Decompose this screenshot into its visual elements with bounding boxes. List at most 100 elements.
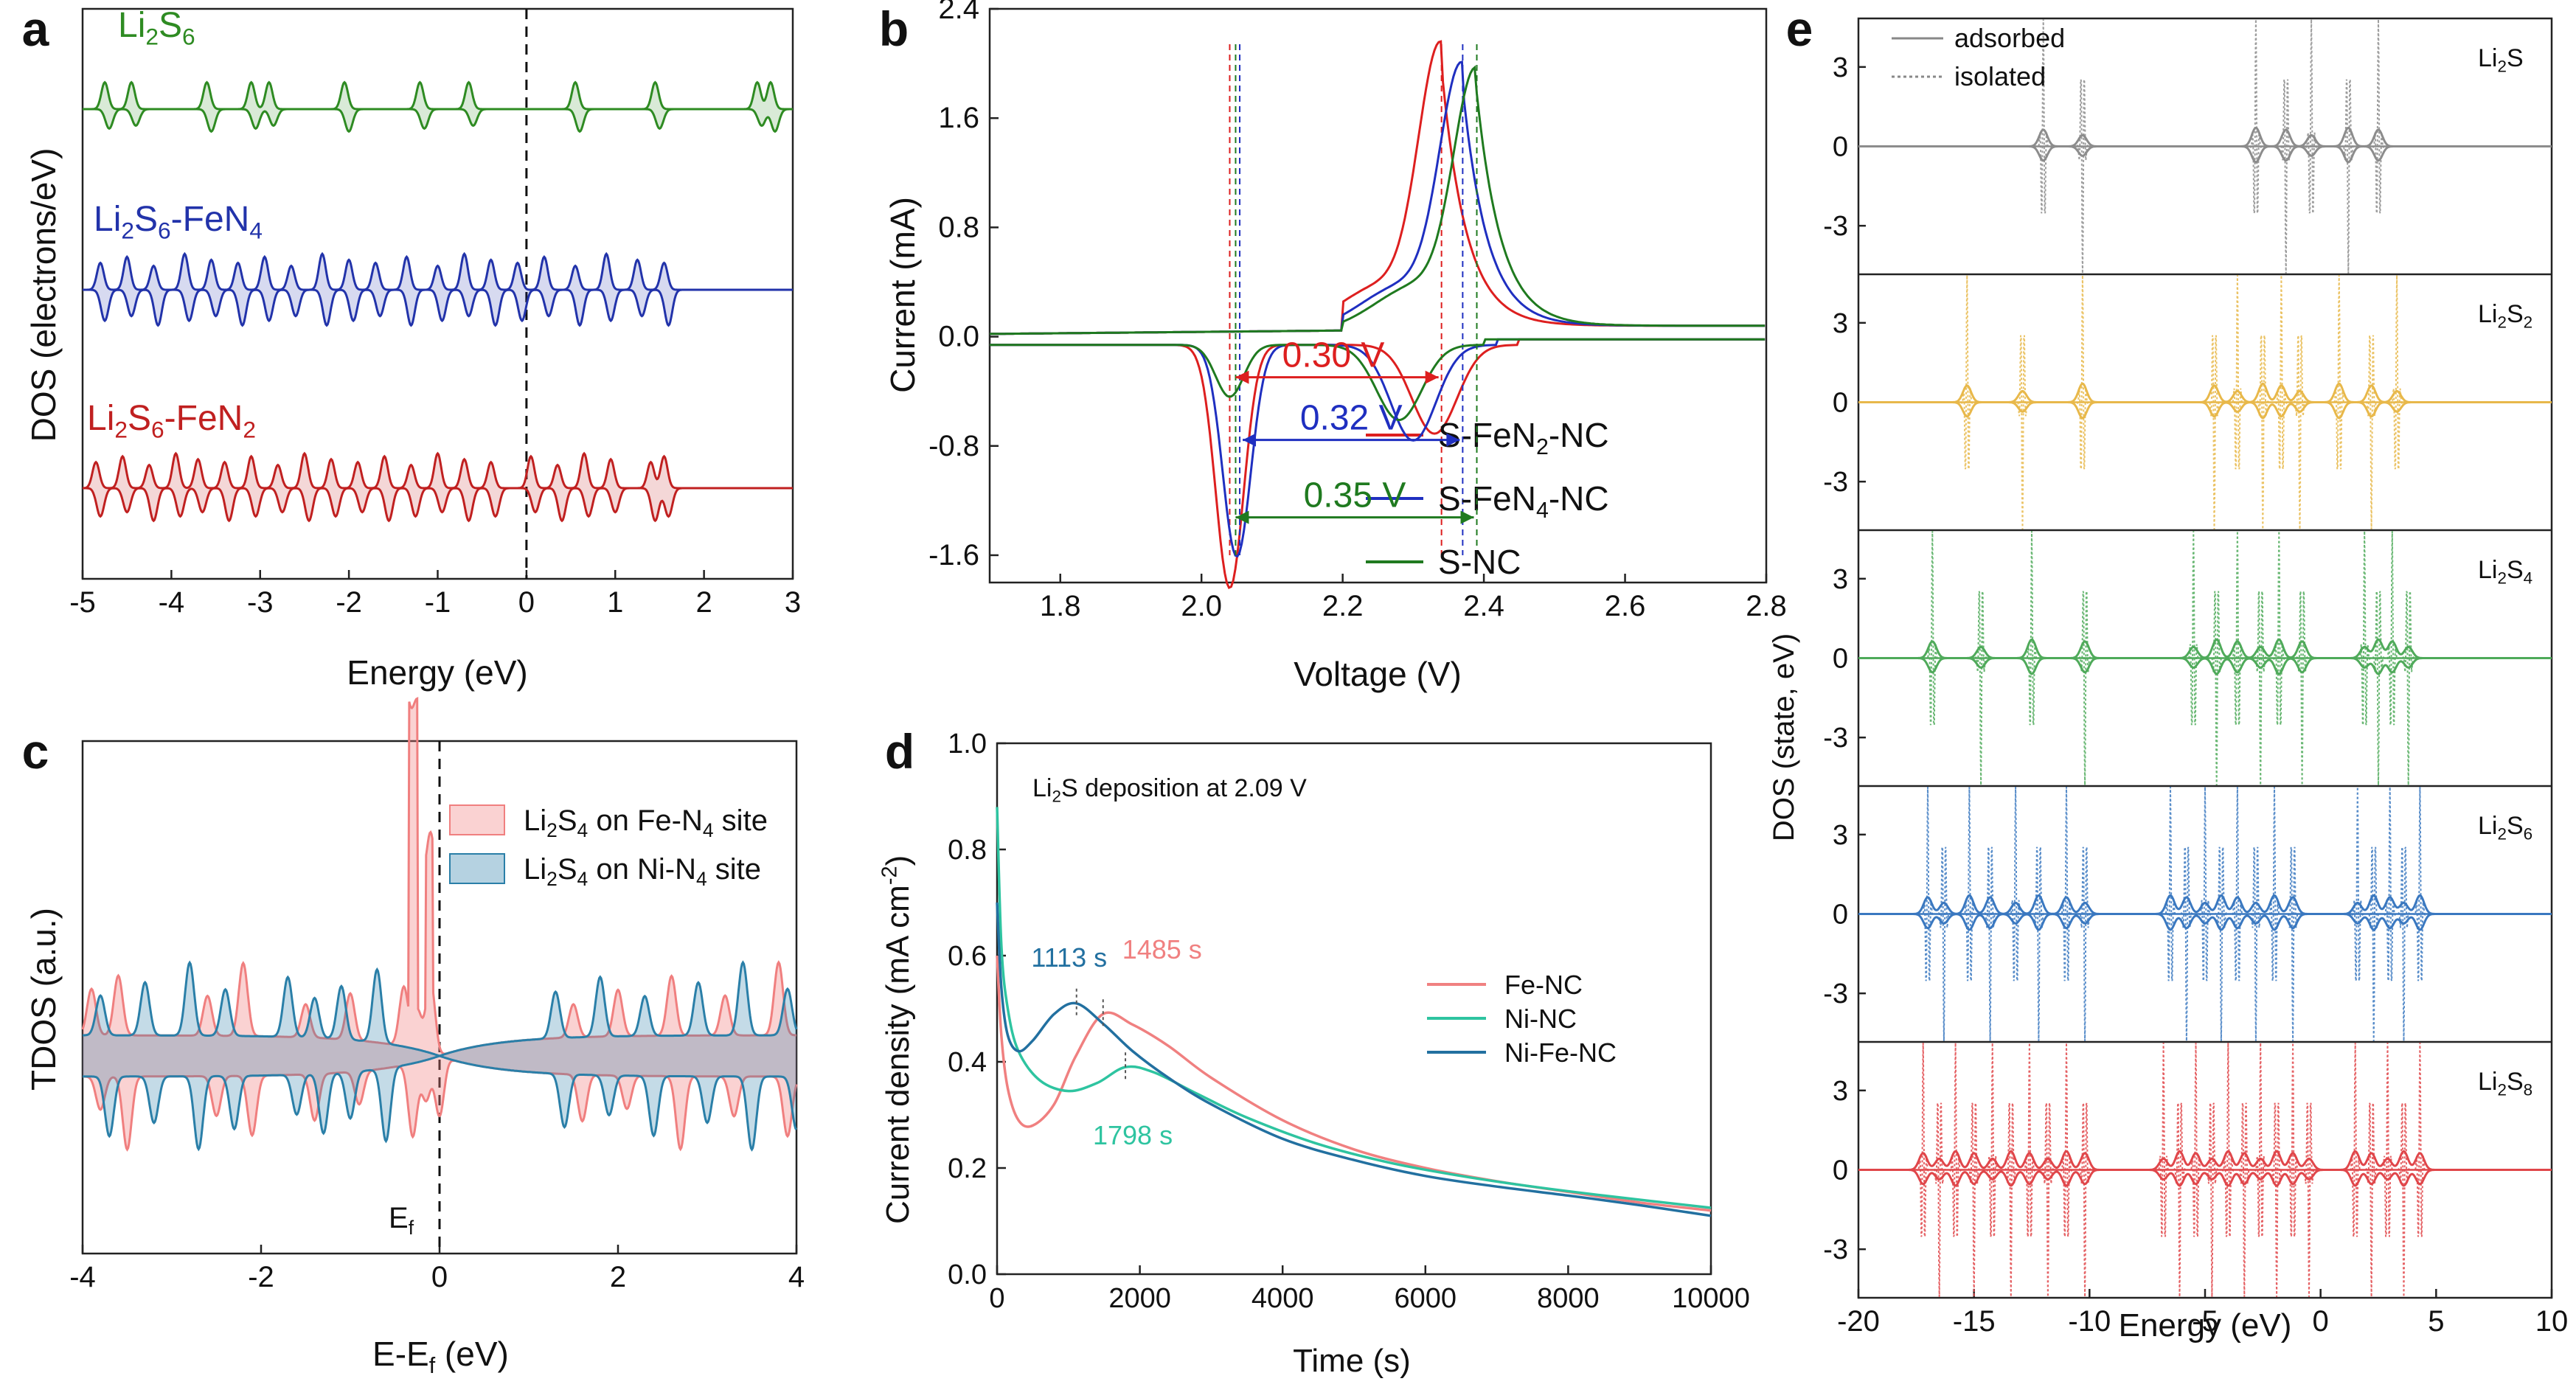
panel-e-subpanel-title-li2s2: Li2​S2​: [2478, 300, 2532, 331]
panel-d-y-tick-label: 0.4: [948, 1047, 987, 1078]
panel-e-y-tick-label: 3: [1833, 308, 1848, 339]
panel-b-x-tick-label: 1.8: [1040, 590, 1081, 622]
panel-c-legend-li2s4-on-ni-n4-site: Li2​S4​ on Ni-N4​ site: [524, 853, 761, 890]
panel-c-x-tick-label: 0: [431, 1261, 448, 1293]
panel-a-series-lower-li2s6-fen2: [83, 487, 682, 523]
panel-c-fill-li2s4-on-ni-n4-site: [83, 962, 796, 1150]
panel-d-legend-ni-fe-nc: Ni-Fe-NC: [1504, 1037, 1617, 1068]
panel-e-y-tick-label: 3: [1833, 52, 1848, 83]
panel-b-y-tick-label: 0.0: [938, 321, 979, 353]
panel-d-y-tick-label: 1.0: [948, 729, 987, 759]
panel-c-x-tick-label: -2: [248, 1261, 274, 1293]
panel-d-annotation-0: 1113 s: [1031, 942, 1107, 973]
panel-d-ylabel: Current density (mA cm-​2​): [878, 855, 916, 1224]
panel-a-legend-li2s6-fen2: Li2​S6​-FeN2​: [87, 399, 256, 443]
panel-b-series-ox-s-nc: [989, 65, 1766, 336]
panel-e-y-tick-label: 0: [1833, 1155, 1848, 1186]
panel-d-y-tick-label: 0.8: [948, 835, 987, 866]
panel-d-x-tick-label: 8000: [1537, 1283, 1600, 1314]
panel-e-y-tick-label: 0: [1833, 132, 1848, 163]
panel-e-y-tick-label: 0: [1833, 900, 1848, 931]
panel-a-x-tick-label: 3: [785, 586, 801, 619]
panel-c-legend-swatch-li2s4-on-ni-n4-site: [449, 853, 505, 884]
panel-e-adsorbed-lower-li2s4: [1858, 657, 2552, 675]
panel-e-adsorbed-li2s6: [1858, 894, 2552, 915]
panel-b-y-tick-label: -1.6: [928, 539, 979, 571]
panel-d-label: d: [885, 724, 914, 779]
panel-b-x-tick-label: 2.2: [1322, 590, 1364, 622]
panel-b-legend-s-nc: S-NC: [1438, 543, 1521, 581]
panel-d-y-tick-label: 0.6: [948, 941, 987, 972]
panel-a-series-li2s6: [83, 80, 793, 111]
panel-d-x-tick-label: 0: [989, 1283, 1004, 1314]
panel-e-y-tick-label: -3: [1823, 211, 1848, 242]
panel-b-y-tick-label: -0.8: [928, 430, 979, 462]
panel-d-x-tick-label: 10000: [1672, 1283, 1750, 1314]
panel-e-ylabel: DOS (state, eV): [1768, 633, 1800, 841]
panel-e-subpanel-title-li2s6: Li2​S6​: [2478, 812, 2532, 843]
panel-b-arrowhead-r-2: [1460, 510, 1474, 524]
panel-a-xlabel: Energy (eV): [347, 653, 527, 692]
panel-b-series-ox-s-fen4-nc: [989, 60, 1766, 336]
panel-e-x-tick-label: -20: [1837, 1305, 1880, 1338]
panel-c-ef-label: Ef​: [389, 1202, 414, 1239]
panel-e-adsorbed-lower-li2s2: [1858, 401, 2552, 420]
panel-a-legend-li2s6: Li2​S6​: [118, 6, 195, 50]
panel-e-y-tick-label: 0: [1833, 388, 1848, 419]
panel-a-x-tick-label: -2: [336, 586, 362, 619]
panel-e-subpanel-title-li2s8: Li2​S8​: [2478, 1068, 2532, 1099]
panel-a-x-tick-label: -1: [425, 586, 451, 619]
panel-e-subpanel-title-li2s4: Li2​S4​: [2478, 556, 2532, 587]
panel-d-series-fe-nc: [996, 955, 1712, 1212]
panel-e-y-tick-label: 3: [1833, 1076, 1848, 1107]
panel-b-annotation-2: 0.35 V: [1304, 476, 1406, 515]
panel-d-y-tick-label: 0.0: [948, 1259, 987, 1290]
panel-a-ylabel: DOS (electrons/eV): [24, 148, 63, 442]
panel-e-x-tick-label: 5: [2428, 1305, 2444, 1338]
panel-c-x-tick-label: 2: [610, 1261, 626, 1293]
panel-a-series-lower-li2s6: [83, 108, 793, 133]
panel-c-x-tick-label: -4: [69, 1261, 96, 1293]
panel-a-legend-li2s6-fen4: Li2​S6​-FeN4​: [94, 200, 263, 244]
panel-b-x-tick-label: 2.6: [1605, 590, 1646, 622]
panel-e-y-tick-label: -3: [1823, 1234, 1848, 1265]
panel-b-legend-s-fen4-nc: S-FeN4​-NC: [1438, 479, 1609, 523]
panel-b-arrowhead-r-1: [1446, 433, 1460, 447]
panel-d-y-tick-label: 0.2: [948, 1153, 987, 1184]
panel-a-fill-li2s6-fen4: [83, 254, 682, 326]
panel-a-series-li2s6-fen4: [83, 251, 682, 291]
panel-e-y-tick-label: -3: [1823, 723, 1848, 754]
panel-a-x-tick-label: -3: [247, 586, 274, 619]
panel-e-y-tick-label: 0: [1833, 644, 1848, 675]
panel-b-arrowhead-l-1: [1243, 433, 1257, 447]
panel-e-x-tick-label: 0: [2313, 1305, 2329, 1338]
panel-b-y-tick-label: 2.4: [938, 0, 979, 25]
panel-b-arrowhead-r-0: [1425, 370, 1439, 384]
panel-e-y-tick-label: 3: [1833, 820, 1848, 851]
panel-a-x-tick-label: -4: [159, 586, 185, 619]
panel-b-x-tick-label: 2.8: [1746, 590, 1787, 622]
panel-b-annotation-1: 0.32 V: [1300, 399, 1403, 438]
panel-e-x-tick-label: 10: [2535, 1305, 2569, 1338]
panel-c-xlabel: E-Ef​ (eV): [372, 1335, 509, 1378]
panel-b-arrowhead-l-0: [1235, 370, 1249, 384]
panel-a-x-tick-label: -5: [69, 586, 96, 619]
panel-d-annotation-1: 1485 s: [1122, 934, 1202, 964]
panel-e-adsorbed-li2s8: [1858, 1150, 2552, 1171]
panel-d-x-tick-label: 2000: [1108, 1283, 1171, 1314]
panel-b-ylabel: Current (mA): [883, 197, 922, 393]
panel-e-y-tick-label: -3: [1823, 978, 1848, 1009]
panel-d-series-ni-fe-nc: [996, 902, 1712, 1217]
panel-e-subpanel-title-li2s: Li2​S: [2478, 44, 2524, 75]
panel-b-frame: [988, 7, 1768, 584]
panel-b-xlabel: Voltage (V): [1294, 655, 1462, 693]
panel-a-x-tick-label: 0: [518, 586, 535, 619]
panel-e-adsorbed-li2s: [1858, 126, 2552, 147]
panel-d-frame: [996, 742, 1712, 1276]
panel-e-y-tick-label: 3: [1833, 564, 1848, 595]
panel-c-x-tick-label: 4: [788, 1261, 805, 1293]
panel-e-x-tick-label: -5: [2192, 1305, 2218, 1338]
panel-b-x-tick-label: 2.4: [1463, 590, 1504, 622]
panel-e-legend-adsorbed: adsorbed: [1954, 23, 2065, 53]
panel-d-x-tick-label: 6000: [1395, 1283, 1457, 1314]
